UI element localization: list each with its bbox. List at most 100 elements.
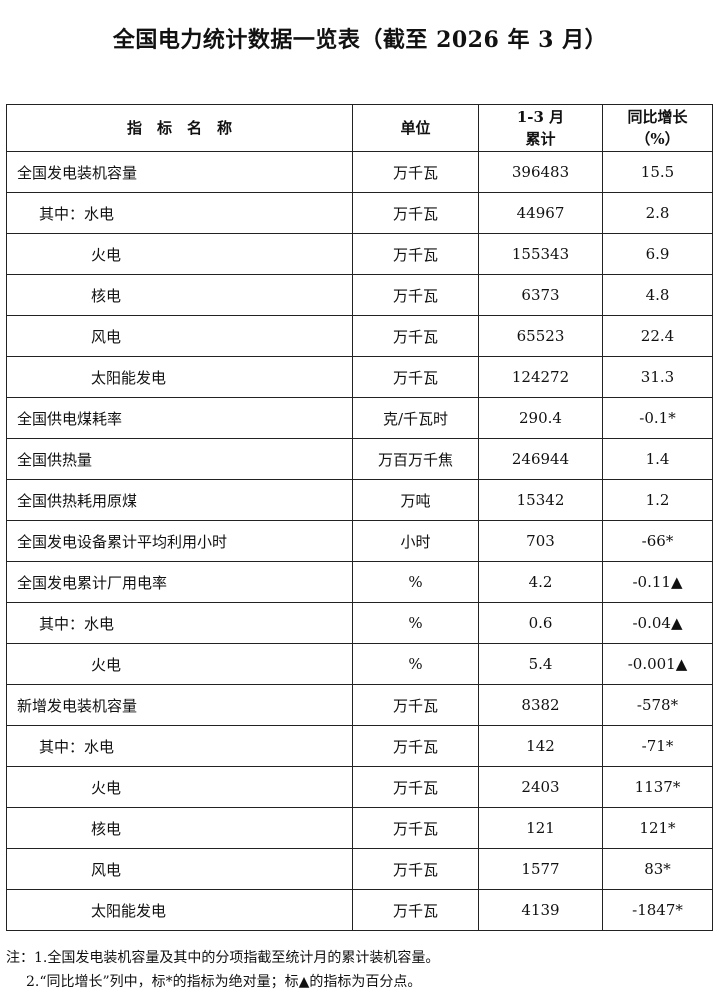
- row-unit: 万千瓦: [352, 192, 479, 234]
- row-value: 6373: [478, 274, 603, 316]
- row-unit: 克/千瓦时: [352, 397, 479, 439]
- row-unit: 万千瓦: [352, 848, 479, 890]
- statistics-table: 指 标 名 称 单位 1-3 月累计 同比增长 （%） 全国发电装机容量 万千瓦 39…: [6, 104, 713, 931]
- row-growth: -1847*: [602, 889, 713, 931]
- row-unit: %: [352, 602, 479, 644]
- table-row: 火电 万千瓦 2403 1137*: [6, 766, 713, 808]
- page-title: 全国电力统计数据一览表（截至 2026 年 3 月）: [112, 27, 608, 53]
- row-growth: -0.04▲: [602, 602, 713, 644]
- row-value: 121: [478, 807, 603, 849]
- table-row: 风电 万千瓦 65523 22.4: [6, 315, 713, 357]
- row-name: 太阳能发电: [6, 356, 353, 398]
- row-value: 142: [478, 725, 603, 767]
- row-name: 火电: [6, 766, 353, 808]
- row-value: 5.4: [478, 643, 603, 685]
- table-row: 全国发电设备累计平均利用小时 小时 703 -66*: [6, 520, 713, 562]
- table-row: 全国供热量 万百万千焦 246944 1.4: [6, 438, 713, 480]
- table-row: 全国供热耗用原煤 万吨 15342 1.2: [6, 479, 713, 521]
- row-unit: 万千瓦: [352, 356, 479, 398]
- row-name: 新增发电装机容量: [6, 684, 353, 726]
- row-growth: 1.2: [602, 479, 713, 521]
- row-value: 1577: [478, 848, 603, 890]
- row-name: 核电: [6, 807, 353, 849]
- row-growth: 121*: [602, 807, 713, 849]
- row-growth: 4.8: [602, 274, 713, 316]
- row-growth: 1.4: [602, 438, 713, 480]
- row-growth: -71*: [602, 725, 713, 767]
- row-value: 246944: [478, 438, 603, 480]
- row-name: 风电: [6, 315, 353, 357]
- row-unit: 万千瓦: [352, 151, 479, 193]
- row-name: 全国发电设备累计平均利用小时: [6, 520, 353, 562]
- row-name: 全国供热耗用原煤: [6, 479, 353, 521]
- table-row: 风电 万千瓦 1577 83*: [6, 848, 713, 890]
- row-value: 396483: [478, 151, 603, 193]
- row-name: 风电: [6, 848, 353, 890]
- row-value: 0.6: [478, 602, 603, 644]
- row-growth: 6.9: [602, 233, 713, 275]
- table-row: 核电 万千瓦 6373 4.8: [6, 274, 713, 316]
- row-value: 65523: [478, 315, 603, 357]
- table-row: 太阳能发电 万千瓦 124272 31.3: [6, 356, 713, 398]
- table-row: 全国发电累计厂用电率% 4.2 -0.11▲: [6, 561, 713, 603]
- table-row: 全国发电装机容量 万千瓦 396483 15.5: [6, 151, 713, 193]
- row-unit: 万吨: [352, 479, 479, 521]
- table-row: 其中：水电 万千瓦 44967 2.8: [6, 192, 713, 234]
- row-growth: -0.001▲: [602, 643, 713, 685]
- table-row: 太阳能发电 万千瓦 4139 -1847*: [6, 889, 713, 931]
- row-name: 其中：水电: [6, 725, 353, 767]
- row-value: 4139: [478, 889, 603, 931]
- row-unit: %: [352, 643, 479, 685]
- table-row: 全国供电煤耗率 克/千瓦时 290.4 -0.1*: [6, 397, 713, 439]
- footnote-1: 注：1.全国发电装机容量及其中的分项指截至统计月的累计装机容量。: [6, 950, 440, 966]
- row-value: 290.4: [478, 397, 603, 439]
- row-unit: 万千瓦: [352, 807, 479, 849]
- row-unit: 万千瓦: [352, 889, 479, 931]
- table-row: 核电 万千瓦 121 121*: [6, 807, 713, 849]
- table-row: 其中：水电% 0.6 -0.04▲: [6, 602, 713, 644]
- row-name: 核电: [6, 274, 353, 316]
- row-value: 4.2: [478, 561, 603, 603]
- row-unit: 万千瓦: [352, 315, 479, 357]
- row-name: 其中：水电: [6, 602, 353, 644]
- table-row: 新增发电装机容量 万千瓦 8382 -578*: [6, 684, 713, 726]
- row-unit: 万千瓦: [352, 725, 479, 767]
- table-row: 火电 万千瓦 155343 6.9: [6, 233, 713, 275]
- row-unit: 小时: [352, 520, 479, 562]
- row-name: 全国供电煤耗率: [6, 397, 353, 439]
- row-name: 全国发电装机容量: [6, 151, 353, 193]
- row-growth: 2.8: [602, 192, 713, 234]
- footnotes: 注：1.全国发电装机容量及其中的分项指截至统计月的累计装机容量。 2.“同比增长…: [6, 946, 439, 994]
- row-unit: 万千瓦: [352, 233, 479, 275]
- row-name: 全国供热量: [6, 438, 353, 480]
- row-value: 155343: [478, 233, 603, 275]
- row-growth: -0.1*: [602, 397, 713, 439]
- table-row: 火电% 5.4 -0.001▲: [6, 643, 713, 685]
- row-growth: -66*: [602, 520, 713, 562]
- row-growth: 31.3: [602, 356, 713, 398]
- header-name: 指 标 名 称: [6, 104, 353, 152]
- table-row: 其中：水电 万千瓦 142 -71*: [6, 725, 713, 767]
- row-growth: -0.11▲: [602, 561, 713, 603]
- row-name: 太阳能发电: [6, 889, 353, 931]
- row-growth: 83*: [602, 848, 713, 890]
- header-growth: 同比增长 （%）: [602, 104, 713, 152]
- row-name: 全国发电累计厂用电率: [6, 561, 353, 603]
- row-growth: -578*: [602, 684, 713, 726]
- row-name: 其中：水电: [6, 192, 353, 234]
- row-value: 8382: [478, 684, 603, 726]
- row-unit: 万百万千焦: [352, 438, 479, 480]
- row-unit: 万千瓦: [352, 274, 479, 316]
- row-value: 124272: [478, 356, 603, 398]
- row-value: 703: [478, 520, 603, 562]
- row-growth: 1137*: [602, 766, 713, 808]
- row-unit: %: [352, 561, 479, 603]
- row-name: 火电: [6, 233, 353, 275]
- header-unit: 单位: [352, 104, 479, 152]
- row-unit: 万千瓦: [352, 766, 479, 808]
- row-growth: 22.4: [602, 315, 713, 357]
- row-value: 44967: [478, 192, 603, 234]
- row-name: 火电: [6, 643, 353, 685]
- row-value: 2403: [478, 766, 603, 808]
- row-value: 15342: [478, 479, 603, 521]
